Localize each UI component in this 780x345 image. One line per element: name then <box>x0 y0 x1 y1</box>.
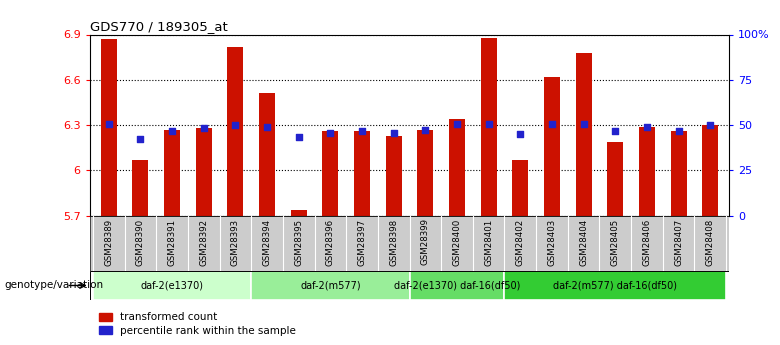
Bar <box>322 131 339 216</box>
Text: daf-2(m577) daf-16(df50): daf-2(m577) daf-16(df50) <box>553 280 677 290</box>
Text: GSM28394: GSM28394 <box>263 218 271 266</box>
Point <box>356 128 368 134</box>
Point <box>197 125 210 131</box>
Text: GSM28399: GSM28399 <box>421 218 430 265</box>
Text: GSM28392: GSM28392 <box>199 218 208 266</box>
Text: daf-2(m577): daf-2(m577) <box>300 280 360 290</box>
Bar <box>449 119 465 216</box>
Text: GSM28405: GSM28405 <box>611 218 620 266</box>
Text: GSM28406: GSM28406 <box>643 218 651 266</box>
Text: GSM28395: GSM28395 <box>294 218 303 266</box>
Point <box>419 127 431 132</box>
Text: GSM28396: GSM28396 <box>326 218 335 266</box>
Text: GSM28401: GSM28401 <box>484 218 493 266</box>
Bar <box>576 52 591 216</box>
Text: GSM28391: GSM28391 <box>168 218 176 266</box>
Point <box>451 121 463 126</box>
Text: GSM28398: GSM28398 <box>389 218 398 266</box>
Bar <box>354 131 370 216</box>
Bar <box>386 136 402 216</box>
Bar <box>480 38 497 216</box>
Point <box>166 128 179 134</box>
Bar <box>671 131 686 216</box>
Point <box>514 131 526 137</box>
Point <box>388 130 400 135</box>
Bar <box>417 130 433 216</box>
Text: GSM28390: GSM28390 <box>136 218 145 266</box>
Bar <box>291 209 307 216</box>
Text: daf-2(e1370) daf-16(df50): daf-2(e1370) daf-16(df50) <box>394 280 520 290</box>
Bar <box>164 130 180 216</box>
Text: GSM28408: GSM28408 <box>706 218 714 266</box>
Text: GSM28404: GSM28404 <box>579 218 588 266</box>
Bar <box>544 77 560 216</box>
Bar <box>259 93 275 216</box>
Bar <box>639 127 655 216</box>
Point <box>102 121 115 126</box>
Text: GSM28393: GSM28393 <box>231 218 240 266</box>
Text: GDS770 / 189305_at: GDS770 / 189305_at <box>90 20 228 33</box>
Bar <box>702 125 718 216</box>
Point <box>292 135 305 140</box>
Point <box>609 128 622 134</box>
Bar <box>93 271 251 300</box>
Bar <box>133 160 148 216</box>
Point <box>640 124 653 129</box>
Point <box>577 121 590 126</box>
Point <box>704 122 717 128</box>
Point <box>261 124 273 129</box>
Point <box>134 136 147 141</box>
Bar <box>410 271 505 300</box>
Point <box>482 121 495 126</box>
Text: genotype/variation: genotype/variation <box>4 280 103 290</box>
Bar <box>228 47 243 216</box>
Bar <box>101 39 117 216</box>
Point <box>229 122 242 128</box>
Point <box>324 130 337 135</box>
Bar <box>505 271 726 300</box>
Point <box>672 128 685 134</box>
Text: GSM28400: GSM28400 <box>452 218 462 266</box>
Bar <box>512 160 528 216</box>
Text: GSM28407: GSM28407 <box>674 218 683 266</box>
Text: daf-2(e1370): daf-2(e1370) <box>140 280 204 290</box>
Bar <box>251 271 410 300</box>
Point <box>546 121 558 126</box>
Text: GSM28402: GSM28402 <box>516 218 525 266</box>
Text: GSM28403: GSM28403 <box>548 218 556 266</box>
Legend: transformed count, percentile rank within the sample: transformed count, percentile rank withi… <box>95 308 300 340</box>
Bar <box>196 128 211 216</box>
Text: GSM28389: GSM28389 <box>105 218 113 266</box>
Bar <box>608 142 623 216</box>
Text: GSM28397: GSM28397 <box>357 218 367 266</box>
